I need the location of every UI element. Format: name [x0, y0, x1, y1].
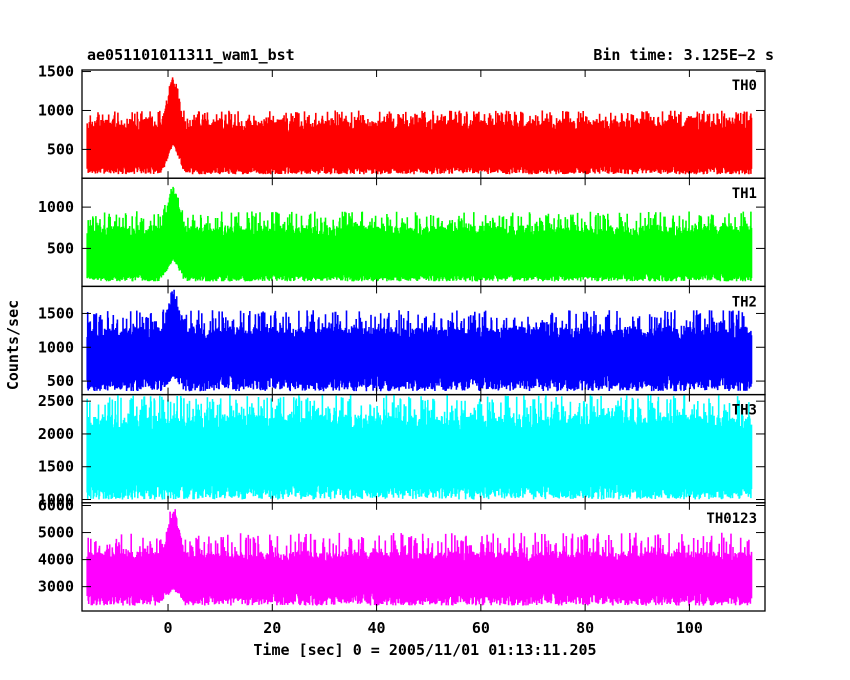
panel-th0123: 3000 4000 5000 6000 TH0123 [38, 497, 766, 612]
panel-label-th1: TH1 [732, 186, 757, 202]
y-tick-label: 2500 [38, 392, 74, 410]
series-th0 [86, 77, 753, 175]
y-tick-label: 1000 [38, 491, 74, 509]
x-tick-label: 60 [472, 619, 490, 637]
y-tick-label: 1500 [38, 63, 74, 81]
series-th3 [86, 394, 753, 500]
x-axis-title: Time [sec] 0 = 2005/11/01 01:13:11.205 [253, 641, 596, 659]
y-tick-label: 500 [47, 140, 74, 158]
y-tick-label: 500 [47, 239, 74, 257]
y-tick-label: 500 [47, 372, 74, 390]
chart-title: ae051101011311_wam1_bst [87, 46, 295, 64]
panel-th2: 500 1000 1500 TH2 [38, 285, 766, 396]
panel-th0: 500 1000 1500 TH0 [38, 63, 766, 179]
x-tick-label: 20 [263, 619, 281, 637]
y-tick-label: 1500 [38, 304, 74, 322]
y-axis-title: Counts/sec [4, 300, 22, 390]
y-tick-label: 3000 [38, 578, 74, 596]
y-tick-label: 1000 [38, 198, 74, 216]
y-tick-label: 2000 [38, 425, 74, 443]
x-tick-label: 100 [676, 619, 703, 637]
y-tick-label: 6000 [38, 497, 74, 515]
series-th2 [86, 289, 753, 392]
panel-th1: 500 1000 TH1 [38, 177, 766, 288]
bin-time-label: Bin time: 3.125E−2 s [593, 46, 774, 64]
panel-th3: 1000 1500 2000 2500 TH3 [38, 392, 766, 509]
y-tick-label: 5000 [38, 524, 74, 542]
y-tick-label: 1000 [38, 338, 74, 356]
y-tick-label: 1500 [38, 458, 74, 476]
x-tick-label: 40 [368, 619, 386, 637]
x-tick-label: 0 [164, 619, 173, 637]
panel-label-th3: TH3 [732, 403, 757, 419]
panel-label-th0123: TH0123 [706, 511, 757, 527]
x-tick-label: 80 [576, 619, 594, 637]
panels-group: 50010001500TH05001000TH150010001500TH210… [38, 63, 766, 637]
y-tick-label: 1000 [38, 101, 74, 119]
series-th1 [86, 186, 753, 282]
panel-label-th2: TH2 [732, 294, 757, 310]
y-tick-label: 4000 [38, 551, 74, 569]
panel-frame [81, 502, 766, 612]
series-th0123 [86, 509, 753, 606]
panel-label-th0: TH0 [732, 78, 757, 94]
